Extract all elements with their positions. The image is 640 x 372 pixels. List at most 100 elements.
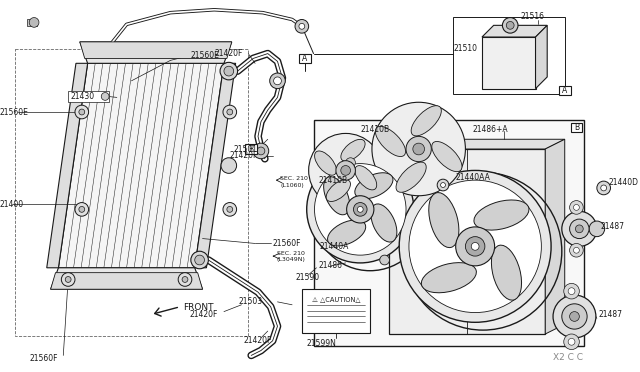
Circle shape bbox=[465, 237, 485, 256]
Circle shape bbox=[562, 211, 597, 246]
Ellipse shape bbox=[411, 106, 442, 136]
Circle shape bbox=[456, 227, 495, 266]
Circle shape bbox=[347, 196, 374, 223]
Ellipse shape bbox=[315, 151, 337, 175]
Polygon shape bbox=[80, 42, 232, 58]
Circle shape bbox=[299, 23, 305, 29]
Polygon shape bbox=[390, 139, 564, 149]
Ellipse shape bbox=[376, 126, 406, 157]
Text: 21560E: 21560E bbox=[191, 51, 220, 60]
Ellipse shape bbox=[328, 220, 365, 246]
Circle shape bbox=[575, 225, 583, 233]
Polygon shape bbox=[482, 37, 536, 89]
Circle shape bbox=[79, 206, 84, 212]
Circle shape bbox=[570, 312, 579, 321]
Circle shape bbox=[597, 181, 611, 195]
Ellipse shape bbox=[429, 193, 459, 248]
Circle shape bbox=[195, 255, 204, 265]
Circle shape bbox=[406, 137, 431, 162]
Text: SEC. 210: SEC. 210 bbox=[280, 176, 308, 181]
Ellipse shape bbox=[492, 245, 522, 300]
Bar bbox=[452, 17, 564, 94]
Ellipse shape bbox=[324, 177, 349, 215]
Circle shape bbox=[553, 295, 596, 338]
Text: 21503: 21503 bbox=[239, 297, 262, 307]
Circle shape bbox=[314, 164, 406, 255]
Text: 21560E: 21560E bbox=[0, 108, 29, 116]
Text: 21486+A: 21486+A bbox=[472, 125, 508, 134]
Circle shape bbox=[601, 185, 607, 191]
Text: 21420F: 21420F bbox=[214, 49, 243, 58]
Polygon shape bbox=[28, 19, 37, 26]
Ellipse shape bbox=[326, 180, 351, 202]
Text: (L3049N): (L3049N) bbox=[276, 257, 305, 263]
Text: X2 C C: X2 C C bbox=[553, 353, 583, 362]
Circle shape bbox=[570, 219, 589, 238]
Circle shape bbox=[564, 334, 579, 350]
Polygon shape bbox=[80, 42, 232, 63]
Polygon shape bbox=[51, 268, 202, 289]
Circle shape bbox=[257, 147, 265, 155]
Text: 21560F: 21560F bbox=[29, 354, 58, 363]
Circle shape bbox=[336, 161, 355, 180]
Text: 21440A: 21440A bbox=[319, 242, 349, 251]
Circle shape bbox=[223, 202, 237, 216]
Text: 21410B: 21410B bbox=[360, 125, 389, 134]
Text: 21440D: 21440D bbox=[609, 177, 639, 187]
Bar bbox=[571, 123, 582, 132]
Polygon shape bbox=[536, 25, 547, 89]
Circle shape bbox=[353, 202, 367, 216]
Circle shape bbox=[573, 205, 579, 210]
Circle shape bbox=[380, 255, 390, 265]
Circle shape bbox=[29, 17, 39, 27]
Polygon shape bbox=[58, 63, 224, 268]
Circle shape bbox=[589, 221, 605, 237]
Circle shape bbox=[346, 158, 355, 167]
Circle shape bbox=[357, 206, 363, 212]
Circle shape bbox=[274, 77, 282, 85]
Circle shape bbox=[440, 183, 445, 187]
Bar bbox=[314, 120, 584, 346]
Text: 21420F: 21420F bbox=[190, 310, 218, 319]
Ellipse shape bbox=[474, 200, 529, 230]
Circle shape bbox=[502, 17, 518, 33]
Ellipse shape bbox=[371, 204, 397, 242]
Polygon shape bbox=[390, 149, 545, 334]
Ellipse shape bbox=[396, 162, 426, 192]
Polygon shape bbox=[51, 273, 202, 289]
Circle shape bbox=[437, 179, 449, 191]
Circle shape bbox=[65, 276, 71, 282]
Circle shape bbox=[570, 201, 583, 214]
Text: 21440AA: 21440AA bbox=[456, 173, 490, 182]
Circle shape bbox=[308, 134, 383, 208]
Circle shape bbox=[182, 276, 188, 282]
Ellipse shape bbox=[355, 173, 393, 199]
Circle shape bbox=[79, 109, 84, 115]
Circle shape bbox=[101, 93, 109, 100]
Circle shape bbox=[227, 206, 233, 212]
Text: 21486: 21486 bbox=[318, 262, 342, 270]
Circle shape bbox=[570, 243, 583, 257]
Circle shape bbox=[253, 143, 269, 159]
Bar bbox=[302, 289, 370, 333]
Text: 21560F: 21560F bbox=[273, 239, 301, 248]
Circle shape bbox=[221, 158, 237, 173]
Bar bbox=[68, 90, 109, 102]
Text: 21510: 21510 bbox=[454, 44, 477, 53]
Circle shape bbox=[61, 273, 75, 286]
Text: 21420F: 21420F bbox=[230, 151, 258, 160]
Text: B: B bbox=[574, 123, 579, 132]
Circle shape bbox=[223, 105, 237, 119]
Text: 21487: 21487 bbox=[601, 222, 625, 231]
Text: A: A bbox=[562, 86, 567, 95]
Ellipse shape bbox=[341, 140, 365, 161]
Text: SEC. 210: SEC. 210 bbox=[276, 251, 305, 256]
Text: 21410B: 21410B bbox=[318, 176, 348, 185]
Circle shape bbox=[269, 73, 285, 89]
Ellipse shape bbox=[355, 166, 377, 190]
Circle shape bbox=[506, 22, 514, 29]
Text: B: B bbox=[249, 144, 254, 154]
Circle shape bbox=[399, 170, 551, 322]
Bar bbox=[245, 144, 257, 154]
Circle shape bbox=[562, 304, 587, 329]
